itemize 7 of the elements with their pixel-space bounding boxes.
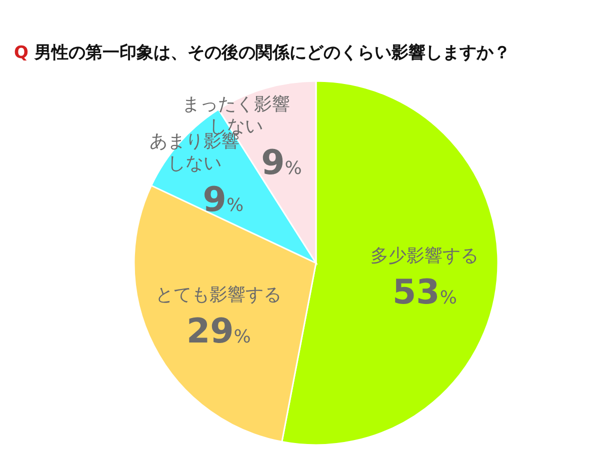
data-label: 53% xyxy=(392,272,457,312)
slice-label: とても影響する xyxy=(156,284,282,306)
data-label: 9% xyxy=(261,143,302,184)
slice-label: 多少影響する xyxy=(370,245,479,266)
data-label: 9% xyxy=(202,180,244,220)
data-label: 29% xyxy=(186,312,251,352)
chart-title: Q 男性の第一印象は、その後の関係にどのくらい影響しますか？ xyxy=(14,43,510,63)
